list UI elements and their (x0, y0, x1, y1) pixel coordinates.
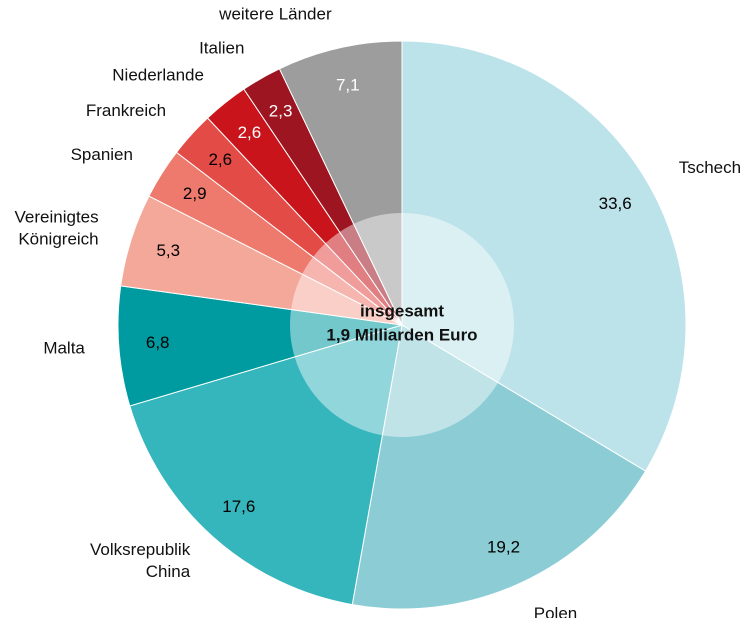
slice (351, 324, 647, 610)
center-label: 1,9 Milliarden Euro (326, 325, 477, 344)
category-label: Italien (199, 38, 244, 57)
value-label: 2,3 (269, 102, 293, 121)
labels: 33,6 Tschechien 19,2 Polen 17,6 Volksrepublik… (15, 4, 741, 618)
slice (401, 40, 687, 472)
value-label: 5,3 (156, 241, 180, 260)
center-label: insgesamt (360, 301, 444, 320)
value-label: 2,9 (183, 184, 207, 203)
value-label: 33,6 (599, 194, 632, 213)
category-label: Niederlande (112, 66, 204, 85)
category-label: Malta (43, 338, 85, 357)
category-label: weitere Länder (218, 4, 332, 23)
value-label: 19,2 (487, 537, 520, 556)
category-label: Tschechien (679, 158, 741, 177)
value-label: 17,6 (222, 497, 255, 516)
slice (278, 40, 403, 326)
value-label: 2,6 (208, 150, 232, 169)
value-label: 7,1 (336, 76, 360, 95)
slices (117, 40, 687, 610)
value-label: 6,8 (146, 333, 170, 352)
slice (117, 285, 403, 407)
category-label: Frankreich (86, 101, 166, 120)
category-label: Polen (534, 604, 577, 618)
value-label: 2,6 (238, 123, 262, 142)
category-label: Vereinigtes Königreich (15, 208, 99, 249)
category-label: Spanien (71, 145, 133, 164)
slice (129, 324, 403, 606)
category-label: Volksrepublik China (90, 541, 191, 582)
center-circle (290, 213, 514, 437)
